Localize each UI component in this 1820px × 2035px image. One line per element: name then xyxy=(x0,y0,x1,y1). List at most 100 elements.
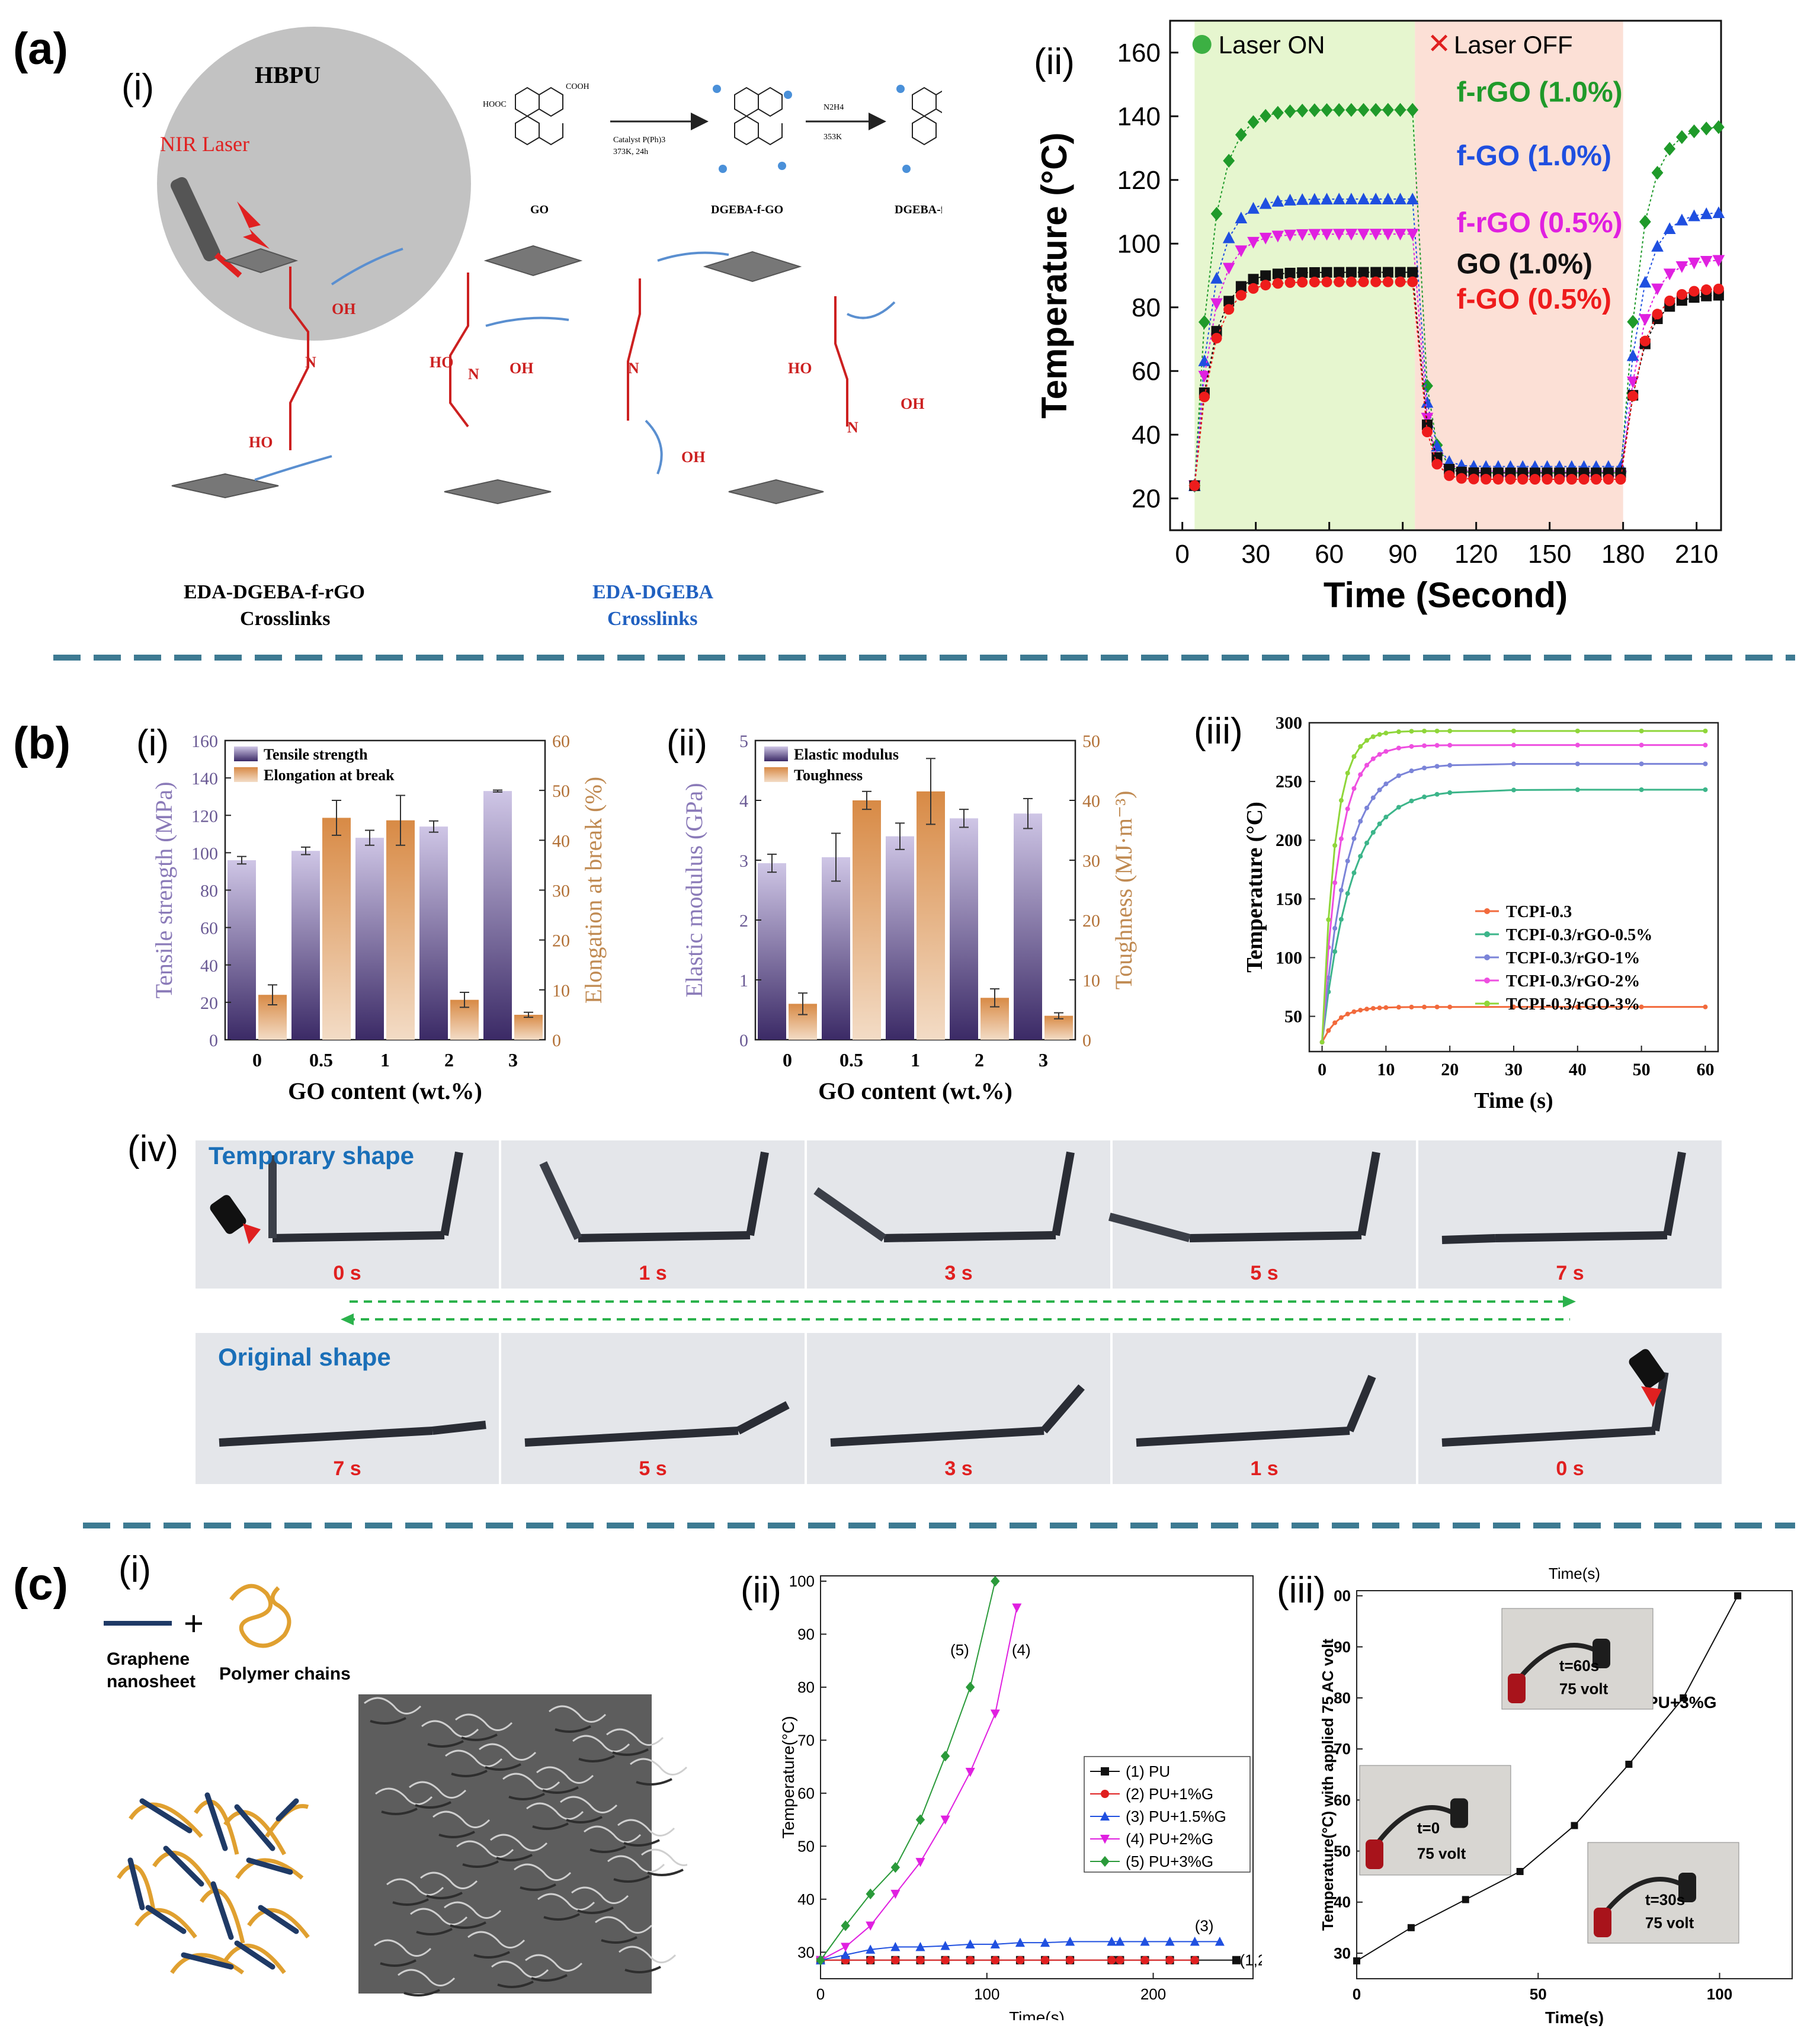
legend-label: TCPI-0.3 xyxy=(1506,903,1572,921)
data-point xyxy=(841,1950,851,1959)
data-point xyxy=(1395,267,1406,278)
laser-beam-icon xyxy=(1641,1386,1662,1407)
data-point xyxy=(1247,201,1260,214)
legend-marker xyxy=(1484,931,1490,937)
x-tick-label: 50 xyxy=(1633,1060,1651,1079)
strip-right-arm xyxy=(1052,1151,1075,1236)
data-point xyxy=(1434,791,1440,797)
time-label: 0 s xyxy=(1556,1457,1584,1480)
data-point xyxy=(866,1888,875,1899)
data-point xyxy=(1370,267,1382,278)
y-axis-label: Temperature(°C) xyxy=(779,1716,797,1838)
strip-base xyxy=(524,1427,739,1447)
data-point xyxy=(1383,781,1389,787)
y-axis-label: Temperature (°C) xyxy=(1034,133,1074,419)
photo-frame xyxy=(1418,1333,1722,1484)
legend-marker xyxy=(1484,1001,1490,1007)
sem-ridge xyxy=(571,1886,629,1904)
bar-Tensile strength xyxy=(483,791,512,1040)
data-point xyxy=(1065,1936,1075,1946)
data-point xyxy=(1357,193,1370,205)
graphene-label-1: Graphene xyxy=(107,1649,190,1669)
time-label: 7 s xyxy=(333,1457,361,1480)
data-point xyxy=(1434,743,1440,748)
y-tick-label: 250 xyxy=(1276,772,1302,791)
series-line xyxy=(1194,281,1719,486)
data-point xyxy=(1688,257,1700,270)
data-point xyxy=(1247,115,1260,129)
data-point xyxy=(1284,277,1296,289)
data-point xyxy=(1409,744,1414,749)
data-point xyxy=(1456,473,1467,484)
sub-label-b-ii: (ii) xyxy=(667,723,707,764)
y-tick-label: 70 xyxy=(797,1731,815,1749)
data-point xyxy=(1382,276,1393,287)
data-point xyxy=(1627,390,1639,402)
bar-Elongation at break xyxy=(386,820,415,1040)
legend-swatch-2 xyxy=(764,767,788,782)
nir-label: NIR Laser xyxy=(160,132,249,156)
sem-shadow xyxy=(623,1839,660,1847)
data-point xyxy=(965,1768,975,1777)
x-axis-label: Time(s) xyxy=(1009,2008,1065,2020)
data-point xyxy=(1319,1040,1325,1045)
strip-base xyxy=(1441,1427,1656,1447)
series-line xyxy=(1356,1595,1739,1962)
legend-label: TCPI-0.3/rGO-3% xyxy=(1506,995,1640,1014)
sem-ridge xyxy=(617,1819,675,1837)
data-point xyxy=(1703,787,1708,792)
strip-base xyxy=(219,1427,433,1447)
data-point xyxy=(1333,102,1345,117)
y-tick-label: 60 xyxy=(797,1784,815,1802)
data-point xyxy=(1358,772,1363,777)
data-point xyxy=(1481,473,1492,485)
y-tick-label: 100 xyxy=(789,1572,815,1590)
data-point xyxy=(1345,1011,1350,1017)
oh-1: OH xyxy=(332,300,355,318)
x-tick-label: 3 xyxy=(508,1049,518,1071)
data-point xyxy=(1308,229,1321,241)
go-label: GO xyxy=(530,203,549,216)
sem-shadow xyxy=(426,1892,463,1899)
data-point xyxy=(1210,271,1223,284)
inset-photo-0s-clip-black xyxy=(1450,1798,1468,1828)
y2-tick-label: 40 xyxy=(1082,791,1100,811)
sem-ridge xyxy=(536,1766,594,1784)
data-point xyxy=(1351,786,1357,791)
legend-marker xyxy=(1484,978,1490,983)
sem-shadow xyxy=(370,1717,406,1725)
sem-image xyxy=(358,1694,687,1996)
sub-label-a-i: (i) xyxy=(121,67,154,108)
data-point xyxy=(1409,1004,1414,1010)
data-point xyxy=(1529,473,1540,485)
data-point xyxy=(1222,262,1235,275)
x-tick-label: 200 xyxy=(1140,1985,1166,2003)
y2-axis-label: Elongation at break (%) xyxy=(580,777,607,1004)
group-cooh: COOH xyxy=(566,82,589,91)
data-point xyxy=(1066,1956,1075,1965)
data-point xyxy=(1688,286,1700,297)
legend-label-1: Elastic modulus xyxy=(794,746,899,763)
data-point xyxy=(1422,729,1427,734)
legend-marker xyxy=(1101,1767,1109,1776)
data-point xyxy=(1321,276,1332,287)
strip-right-arm xyxy=(1040,1384,1085,1434)
reaction-scheme: HOOC COOH Catalyst P(Ph)3 373K, 24h N2H4… xyxy=(483,82,942,216)
y2-tick-label: 10 xyxy=(1082,971,1100,991)
y2-axis-label: Toughness (MJ·m⁻³) xyxy=(1110,791,1137,990)
data-point xyxy=(1358,267,1369,278)
conditions1-label: 373K, 24h xyxy=(613,148,648,156)
series-1 xyxy=(1319,787,1708,1045)
y-tick-label: 30 xyxy=(797,1943,815,1961)
y-tick-label: 80 xyxy=(1132,293,1161,322)
data-point xyxy=(1223,304,1235,315)
data-point xyxy=(1575,761,1580,767)
data-point xyxy=(1626,376,1639,389)
x-axis-label: GO content (wt.%) xyxy=(818,1078,1012,1104)
y-tick-label: 80 xyxy=(1334,1689,1351,1707)
time-label: 3 s xyxy=(944,1262,972,1284)
laser-icon xyxy=(1629,1349,1665,1388)
sem-shadow xyxy=(577,1906,614,1914)
data-point xyxy=(1215,1936,1225,1946)
data-point xyxy=(1396,745,1401,751)
